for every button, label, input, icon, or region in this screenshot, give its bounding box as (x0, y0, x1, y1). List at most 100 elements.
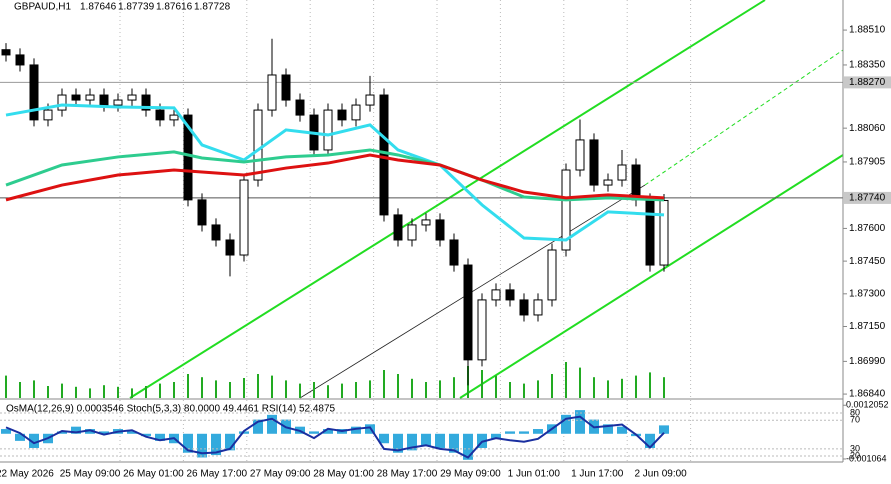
candle-body (239, 179, 249, 256)
header-value: 1.87646 (80, 2, 117, 13)
candle-body (631, 164, 641, 201)
osma-bar (71, 426, 81, 434)
volume-bar (187, 374, 189, 398)
y-tick-label: 1.87905 (849, 157, 886, 168)
trend-extension (644, 49, 844, 186)
candle-body (337, 109, 347, 121)
candle-body (169, 114, 179, 121)
volume-bar (215, 380, 217, 398)
candle-body (379, 94, 389, 216)
candle-body (617, 164, 627, 181)
candle-body (659, 200, 669, 266)
volume-bar (243, 378, 245, 398)
candle-body (85, 94, 95, 101)
osma-bar (533, 429, 543, 434)
volume-bar (355, 382, 357, 398)
y-tick-label: 1.88510 (849, 25, 886, 36)
candle-body (15, 54, 25, 66)
x-tick-label: 26 May 17:00 (186, 469, 247, 480)
volume-bar (61, 383, 63, 398)
volume-bar (47, 386, 49, 398)
candle-body (281, 74, 291, 101)
symbol: GBPAUD,H1 (14, 2, 71, 13)
candle-body (1, 49, 11, 56)
candle-body (211, 224, 221, 241)
volume-bar (537, 380, 539, 398)
candle-body (393, 214, 403, 241)
candle-body (43, 109, 53, 121)
level-label: 1.87740 (849, 193, 886, 204)
volume-bar (313, 382, 315, 398)
osma-bar (57, 431, 67, 434)
x-tick-label: 1 Jun 01:00 (508, 469, 561, 480)
candle-body (547, 249, 557, 301)
candle-body (561, 169, 571, 251)
candle-body (365, 94, 375, 106)
osma-bar (421, 433, 431, 446)
osma-bar (407, 433, 417, 451)
header-value: 1.87739 (118, 2, 155, 13)
osma-bar (393, 433, 403, 453)
osma-bar (183, 433, 193, 453)
osma-bar (225, 433, 235, 451)
osma-tick-label: 0.0012052 (846, 400, 889, 410)
osma-bar (603, 424, 613, 434)
channel-lower (459, 154, 844, 399)
osma-bar (575, 410, 585, 434)
osma-bar (253, 419, 263, 434)
osma-bar (197, 433, 207, 458)
volume-bar (369, 380, 371, 398)
volume-bar (131, 388, 133, 398)
osma-bar (29, 433, 39, 448)
candle-body (183, 114, 193, 201)
y-tick-label: 1.88350 (849, 60, 886, 71)
osma-bar (99, 431, 109, 434)
osma-bar (239, 431, 249, 434)
osma-bar (351, 426, 361, 434)
volume-bar (411, 378, 413, 398)
candle-body (127, 94, 137, 101)
candle-body (197, 199, 207, 226)
osma-bar (435, 433, 445, 448)
candle-body (57, 94, 67, 111)
rsi-tick-label: 20 (850, 450, 860, 460)
moving-average (5, 148, 665, 202)
volume-bar (19, 382, 21, 398)
osma-bar (505, 431, 515, 434)
rsi-tick-label: 80 (850, 407, 860, 417)
x-tick-label: 22 May 2026 (0, 469, 54, 480)
volume-bar (621, 378, 623, 398)
volume-bar (75, 386, 77, 398)
volume-bar (649, 372, 651, 398)
candle-body (295, 99, 305, 116)
y-tick-label: 1.87150 (849, 321, 886, 332)
osma-bar (561, 414, 571, 434)
x-tick-label: 27 May 09:00 (250, 469, 311, 480)
volume-bar (593, 377, 595, 398)
candle-body (491, 289, 501, 301)
candle-body (71, 94, 81, 101)
candle-body (407, 224, 417, 241)
candle-body (99, 94, 109, 106)
y-tick-label: 1.87600 (849, 223, 886, 234)
osma-bar (211, 433, 221, 456)
y-tick-label: 1.86990 (849, 356, 886, 367)
volume-bar (481, 370, 483, 398)
osma-bar (127, 431, 137, 434)
osma-bar (85, 429, 95, 434)
volume-bar (425, 382, 427, 398)
volume-bar (607, 380, 609, 398)
price-panel (0, 38, 843, 398)
osma-bar (449, 433, 459, 453)
header-value: 1.87728 (194, 2, 231, 13)
volume-bar (453, 377, 455, 398)
candle-body (155, 109, 165, 121)
volume-bar (159, 383, 161, 398)
volume-bar (257, 374, 259, 398)
osma-bar (267, 414, 277, 434)
candle-body (435, 219, 445, 241)
candle-body (421, 219, 431, 226)
osma-tick-label: -0.001064 (846, 453, 887, 463)
candle-body (449, 239, 459, 266)
volume-bar (5, 375, 7, 398)
